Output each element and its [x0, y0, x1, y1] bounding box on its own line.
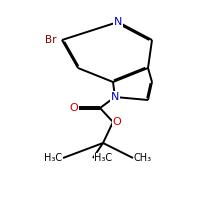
Text: H₃C: H₃C [44, 153, 62, 163]
Text: N: N [114, 17, 122, 27]
Text: H₃C: H₃C [94, 153, 112, 163]
Text: Br: Br [45, 35, 57, 45]
Text: O: O [113, 117, 121, 127]
Text: N: N [111, 92, 119, 102]
Text: CH₃: CH₃ [134, 153, 152, 163]
Text: O: O [69, 103, 78, 113]
